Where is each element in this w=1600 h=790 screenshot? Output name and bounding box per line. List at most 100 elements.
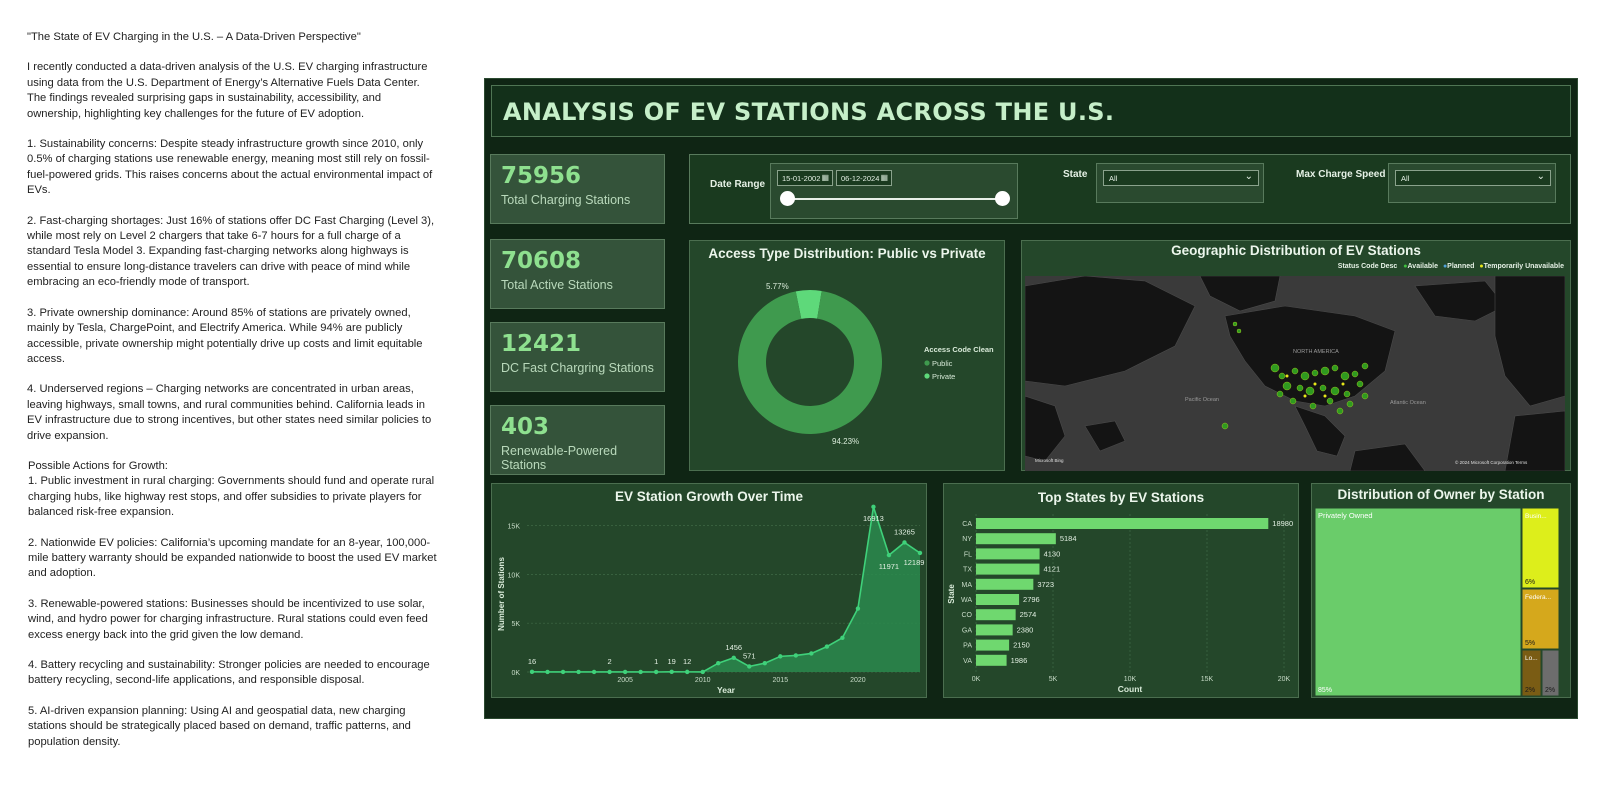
growth-point (731, 655, 736, 660)
bar-data-label: 4121 (1043, 565, 1060, 574)
growth-point (793, 653, 799, 658)
date-slider-start-handle[interactable] (780, 191, 795, 206)
state-label: WA (961, 597, 972, 604)
legend-dot-icon: ● (1403, 263, 1408, 270)
article-title: "The State of EV Charging in the U.S. – … (27, 31, 361, 43)
action-item: 3. Renewable-powered stations: Businesse… (28, 597, 428, 641)
bing-logo: Microsoft Bing (1035, 458, 1064, 463)
growth-point (669, 669, 674, 675)
growth-point (778, 654, 783, 659)
treemap-tile (1521, 588, 1560, 650)
x-tick-label: 2005 (617, 677, 633, 684)
article-paragraph: 2. Fast-charging shortages: Just 16% of … (27, 214, 435, 289)
date-slider-end-handle[interactable] (995, 191, 1010, 206)
x-tick-label: 0K (972, 676, 981, 683)
treemap-tile-label: Federa... (1525, 594, 1551, 601)
growth-area (532, 506, 920, 672)
max-charge-speed-dropdown[interactable]: All ⌄ (1395, 170, 1551, 186)
date-slider-track[interactable] (787, 198, 1005, 200)
access-type-panel: Access Type Distribution: Public vs Priv… (689, 240, 1005, 471)
donut-data-label: 5.77% (766, 282, 789, 291)
state-label: CO (962, 612, 973, 619)
y-tick-label: 0K (511, 670, 520, 677)
calendar-icon[interactable]: ▦ (821, 173, 829, 182)
growth-area-chart: 0K 5K 10K 15K 2005 2010 2015 2020 16 2 1 19 12 145657… (497, 504, 925, 695)
growth-point (840, 635, 845, 641)
article: "The State of EV Charging in the U.S. – … (27, 30, 437, 765)
y-tick-label: 10K (508, 572, 521, 579)
growth-point (855, 606, 861, 611)
kpi-total-active: 70608 Total Active Stations (490, 239, 665, 309)
legend-item: Planned (1447, 263, 1475, 270)
state-label: MA (962, 582, 973, 589)
growth-point (886, 552, 892, 558)
growth-data-label: 13265 (894, 527, 915, 536)
growth-data-label: 1456 (725, 643, 742, 652)
growth-line (531, 506, 921, 673)
filters-panel: Date Range 15-01-2002 ▦ 06-12-2024 ▦ Sta… (689, 154, 1571, 224)
bar-data-label: 2574 (1020, 610, 1037, 619)
bar-data-label: 18980 (1272, 519, 1293, 528)
growth-point (700, 669, 705, 675)
state-bar (976, 533, 1056, 545)
x-tick-label: 10K (1124, 676, 1137, 683)
geo-map[interactable]: NORTH AMERICA Pacific Ocean Atlantic Oce… (1025, 276, 1565, 471)
bars-y-axis-label: State (947, 584, 956, 604)
donut-slice-public (738, 290, 882, 434)
map-credit[interactable]: © 2024 Microsoft Corporation Terms (1455, 459, 1528, 465)
date-range-slicer: 15-01-2002 ▦ 06-12-2024 ▦ (770, 163, 1018, 219)
max-charge-speed-slicer: All ⌄ (1388, 163, 1556, 203)
growth-data-label: 12 (683, 657, 691, 666)
growth-data-label: 16 (528, 657, 536, 666)
state-label: FL (964, 551, 972, 558)
map-label-pacific: Pacific Ocean (1185, 397, 1219, 403)
dashboard-title: ANALYSIS OF EV STATIONS ACROSS THE U.S. (503, 98, 1115, 126)
legend-dot-icon (924, 360, 930, 366)
state-label: GA (962, 627, 972, 634)
geo-panel: Geographic Distribution of EV Stations S… (1021, 240, 1571, 471)
growth-point (529, 669, 535, 675)
x-tick-label: 2010 (695, 677, 711, 684)
top-states-panel: Top States by EV Stations 0K 5K 10K 15K 20K C… (943, 483, 1299, 698)
x-tick-label: 15K (1201, 676, 1214, 683)
bar-data-label: 2380 (1017, 625, 1034, 634)
state-bar (976, 578, 1034, 590)
growth-point (902, 540, 907, 545)
donut-legend-item: Public (932, 359, 953, 368)
kpi-renewable: 403 Renewable-Powered Stations (490, 405, 665, 475)
growth-x-axis-label: Year (717, 685, 736, 695)
donut-slice-private (795, 290, 822, 319)
access-chart-title: Access Type Distribution: Public vs Priv… (708, 246, 986, 261)
bar-data-label: 2150 (1013, 641, 1030, 650)
state-label: State (1063, 169, 1088, 180)
growth-panel: EV Station Growth Over Time 0K 5K 10K 15K 20… (491, 483, 927, 698)
treemap-tile (1521, 507, 1560, 589)
growth-data-label: 1 (654, 657, 658, 666)
action-item: 1. Public investment in rural charging: … (28, 475, 435, 519)
growth-point (824, 644, 830, 649)
growth-point (917, 550, 923, 556)
bar-data-label: 5184 (1060, 534, 1077, 543)
treemap-tile (1541, 649, 1560, 697)
growth-point (871, 504, 876, 510)
max-charge-speed-value: All (1401, 174, 1410, 183)
bar-data-label: 1986 (1011, 656, 1028, 665)
date-end-value: 06-12-2024 (841, 174, 880, 183)
state-bar (976, 594, 1020, 605)
calendar-icon[interactable]: ▦ (880, 173, 888, 182)
date-end-input[interactable]: 06-12-2024 ▦ (836, 170, 892, 186)
chevron-down-icon: ⌄ (1536, 171, 1545, 182)
growth-point (762, 661, 767, 666)
state-label: TX (963, 567, 972, 574)
growth-data-label: 12189 (904, 558, 925, 567)
state-bar (976, 639, 1010, 651)
growth-point (545, 669, 550, 675)
dashboard-title-bar: ANALYSIS OF EV STATIONS ACROSS THE U.S. (491, 85, 1571, 137)
date-start-input[interactable]: 15-01-2002 ▦ (777, 170, 833, 186)
legend-dot-icon: ● (1442, 263, 1448, 270)
state-dropdown[interactable]: All ⌄ (1103, 170, 1259, 186)
state-bar (976, 654, 1007, 666)
donut-legend-item: Private (932, 372, 955, 381)
article-paragraph: 4. Underserved regions – Charging networ… (27, 383, 432, 442)
map-label-north-america: NORTH AMERICA (1293, 349, 1339, 355)
